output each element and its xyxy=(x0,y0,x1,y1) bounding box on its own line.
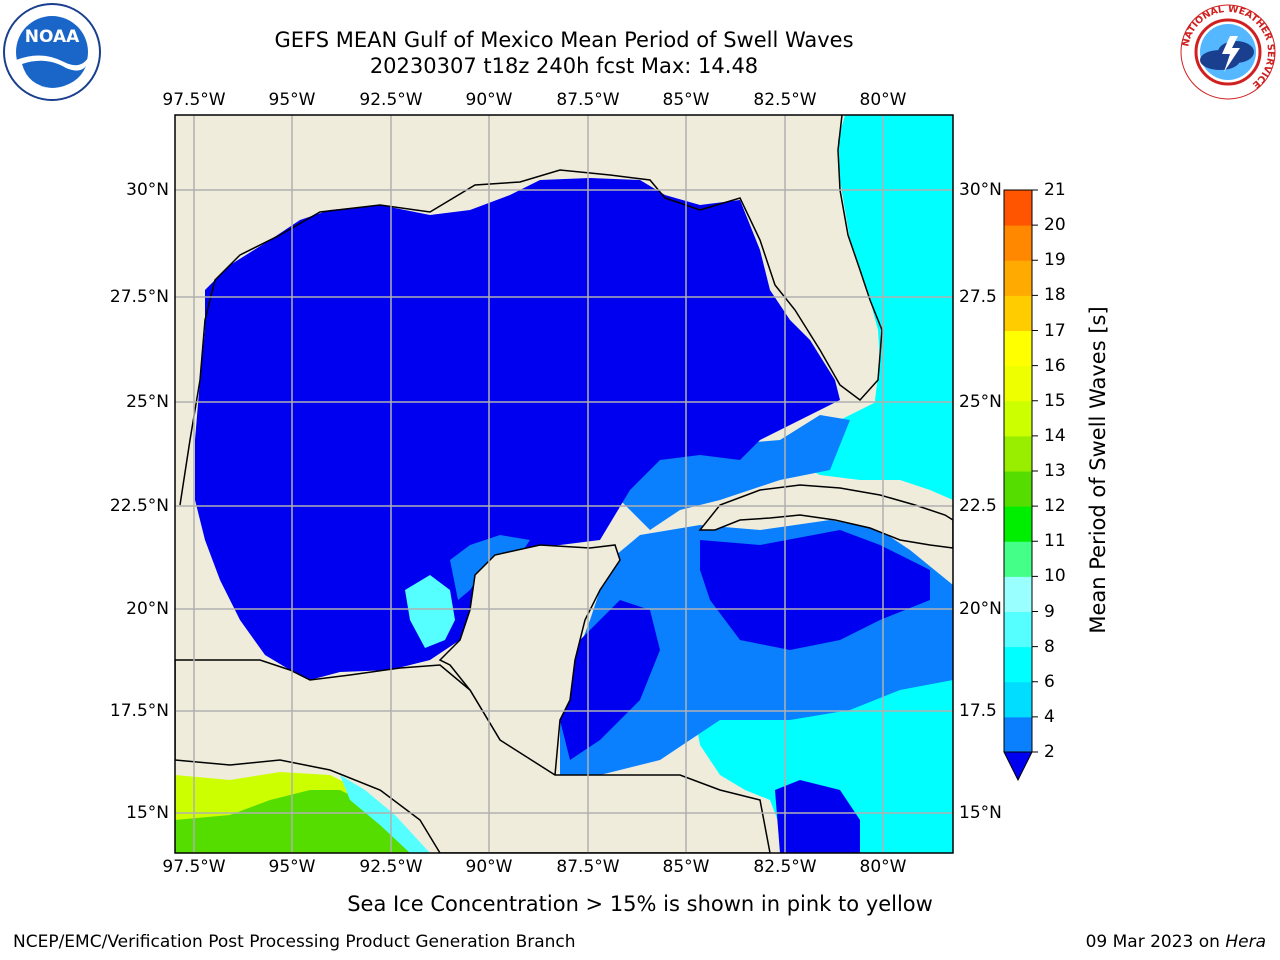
pacific-cyan-edge xyxy=(340,775,430,853)
colorbar-tick-label: 6 xyxy=(1044,671,1055,692)
colorbar-extend-triangle xyxy=(1003,751,1033,782)
colorbar-segment xyxy=(1004,576,1032,612)
footer-producer: NCEP/EMC/Verification Post Processing Pr… xyxy=(13,932,576,952)
lat-label-left: 30°N xyxy=(126,180,169,200)
lon-label-top: 92.5°W xyxy=(359,90,423,110)
colorbar-tick-label: 13 xyxy=(1044,461,1066,481)
caribbean-low-region xyxy=(700,530,930,650)
lat-label-right: 15°N xyxy=(959,803,1002,823)
colorbar-segment xyxy=(1004,365,1032,402)
colorbar-segment xyxy=(1004,681,1032,718)
colorbar-label: Mean Period of Swell Waves [s] xyxy=(1086,306,1110,634)
atlantic-swell-region xyxy=(838,115,953,500)
honduras-low xyxy=(775,780,860,853)
map-frame xyxy=(174,114,954,854)
colorbar-segment xyxy=(1004,295,1032,331)
colorbar-tick-label: 19 xyxy=(1044,250,1066,271)
nws-logo: NATIONAL WEATHER SERVICE xyxy=(1180,4,1276,100)
lat-label-left: 20°N xyxy=(126,599,169,619)
colorbar-tick-label: 8 xyxy=(1044,636,1055,657)
colorbar-tick-label: 15 xyxy=(1044,390,1066,411)
lon-label-bottom: 85°W xyxy=(662,857,710,877)
lon-label-bottom: 97.5°W xyxy=(162,857,226,877)
lat-label-right: 25°N xyxy=(959,392,1002,412)
sea-ice-note-text: Sea Ice Concentration > 15% is shown in … xyxy=(347,892,933,916)
lon-label-top: 80°W xyxy=(859,90,907,110)
colorbar-tick-label: 10 xyxy=(1044,566,1066,587)
lat-label-right: 30°N xyxy=(959,180,1002,200)
lon-label-bottom: 80°W xyxy=(859,857,907,877)
yucatan-landmass xyxy=(438,544,621,779)
colorbar-tick-label: 9 xyxy=(1044,601,1055,622)
lat-label-right: 17.5 xyxy=(959,701,997,721)
footer-date: 09 Mar 2023 on Hera xyxy=(1086,932,1266,952)
lon-label-bottom: 95°W xyxy=(268,857,316,877)
lon-label-top: 87.5°W xyxy=(556,90,620,110)
colorbar-tick-label: 14 xyxy=(1044,425,1066,446)
colorbar-segment xyxy=(1004,190,1032,226)
lat-label-left: 15°N xyxy=(126,803,169,823)
colorbar-tick-label: 18 xyxy=(1044,285,1066,306)
cuba-landmass xyxy=(698,484,953,549)
graticule xyxy=(175,115,953,853)
footer-date-text: 09 Mar 2023 on xyxy=(1085,932,1226,952)
map-area xyxy=(175,115,953,853)
lon-label-bottom: 90°W xyxy=(465,857,513,877)
colorbar-tick-label: 12 xyxy=(1044,496,1066,517)
lat-label-right: 22.5 xyxy=(959,496,997,516)
lon-label-bottom: 82.5°W xyxy=(753,857,817,877)
noaa-logo: NOAA xyxy=(3,3,101,101)
colorbar xyxy=(1003,189,1038,782)
colorbar-segment xyxy=(1004,506,1032,542)
lon-label-top: 95°W xyxy=(268,90,316,110)
lon-label-bottom: 92.5°W xyxy=(359,857,423,877)
lon-label-top: 97.5°W xyxy=(162,90,226,110)
colorbar-segment xyxy=(1004,611,1032,648)
lon-label-bottom: 87.5°W xyxy=(556,857,620,877)
gulf-mid-region xyxy=(620,415,850,530)
lat-label-left: 22.5°N xyxy=(109,496,169,516)
lon-label-top: 85°W xyxy=(662,90,710,110)
lat-label-left: 17.5°N xyxy=(109,701,169,721)
colorbar-segment xyxy=(1004,716,1032,753)
central-america-landmass xyxy=(175,659,771,853)
lon-label-top: 90°W xyxy=(465,90,513,110)
colorbar-tick-label: 20 xyxy=(1044,215,1066,236)
chart-subtitle: 20230307 t18z 240h fcst Max: 14.48 xyxy=(369,54,759,78)
lat-label-right: 27.5 xyxy=(959,287,997,307)
lat-label-left: 27.5°N xyxy=(109,287,169,307)
lon-label-top: 82.5°W xyxy=(753,90,817,110)
lat-label-left: 25°N xyxy=(126,392,169,412)
yucatan-channel-low xyxy=(560,600,660,760)
colorbar-tick-label: 17 xyxy=(1044,320,1066,341)
sea-ice-note: Sea Ice Concentration > 15% is shown in … xyxy=(0,890,1280,918)
colorbar-segment xyxy=(1004,260,1032,296)
colorbar-segment xyxy=(1004,435,1032,472)
chart-title: GEFS MEAN Gulf of Mexico Mean Period of … xyxy=(274,28,854,52)
colorbar-tick-label: 16 xyxy=(1044,355,1066,376)
colorbar-segment xyxy=(1004,646,1032,683)
colorbar-segment xyxy=(1004,541,1032,577)
colorbar-tick-label: 2 xyxy=(1044,742,1055,762)
colorbar-segment xyxy=(1004,225,1032,261)
gulf-swell-region xyxy=(195,178,840,680)
footer-host: Hera xyxy=(1225,932,1266,952)
florida-straits-cyan xyxy=(800,400,930,490)
colorbar-tick-label: 11 xyxy=(1044,531,1066,552)
colorbar-tick-label: 21 xyxy=(1044,180,1066,200)
noaa-logo-text: NOAA xyxy=(25,27,80,47)
colorbar-tick-label: 4 xyxy=(1044,706,1055,727)
lat-label-right: 20°N xyxy=(959,599,1002,619)
gulf-coastline xyxy=(179,115,883,506)
colorbar-segment xyxy=(1004,330,1032,367)
campeche-cyan xyxy=(405,575,455,648)
colorbar-segment xyxy=(1004,471,1032,507)
colorbar-segment xyxy=(1004,400,1032,437)
